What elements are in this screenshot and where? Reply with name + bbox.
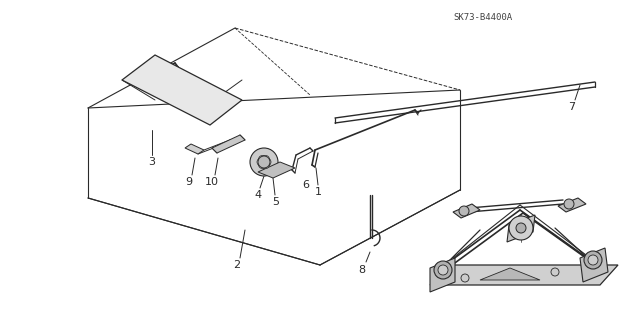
Circle shape xyxy=(459,206,469,216)
Circle shape xyxy=(259,155,266,163)
Polygon shape xyxy=(430,258,455,292)
Polygon shape xyxy=(453,204,480,218)
Polygon shape xyxy=(430,265,618,285)
Text: 6: 6 xyxy=(303,180,310,190)
Circle shape xyxy=(584,251,602,269)
Circle shape xyxy=(516,223,526,233)
Circle shape xyxy=(564,199,574,209)
Polygon shape xyxy=(480,268,540,280)
Polygon shape xyxy=(122,55,242,125)
Circle shape xyxy=(263,158,271,166)
Circle shape xyxy=(257,158,265,166)
Text: 10: 10 xyxy=(205,177,219,187)
Text: 1: 1 xyxy=(314,187,321,197)
Circle shape xyxy=(461,274,469,282)
Circle shape xyxy=(250,148,278,176)
Circle shape xyxy=(258,156,270,168)
Circle shape xyxy=(259,160,266,169)
Polygon shape xyxy=(258,162,295,178)
Polygon shape xyxy=(212,135,245,153)
Polygon shape xyxy=(580,248,608,282)
Polygon shape xyxy=(185,144,204,154)
Text: 7: 7 xyxy=(568,102,575,112)
Text: 2: 2 xyxy=(234,260,241,270)
Circle shape xyxy=(262,155,269,163)
Circle shape xyxy=(262,160,269,169)
Circle shape xyxy=(509,216,533,240)
Text: 5: 5 xyxy=(273,197,280,207)
Text: 9: 9 xyxy=(186,177,193,187)
Circle shape xyxy=(588,255,598,265)
Text: 8: 8 xyxy=(358,265,365,275)
Circle shape xyxy=(434,261,452,279)
Text: SK73-B4400A: SK73-B4400A xyxy=(453,12,513,21)
Polygon shape xyxy=(507,215,535,242)
Circle shape xyxy=(438,265,448,275)
Polygon shape xyxy=(558,198,586,212)
Text: 3: 3 xyxy=(148,157,156,167)
Circle shape xyxy=(551,268,559,276)
Text: 4: 4 xyxy=(255,190,262,200)
